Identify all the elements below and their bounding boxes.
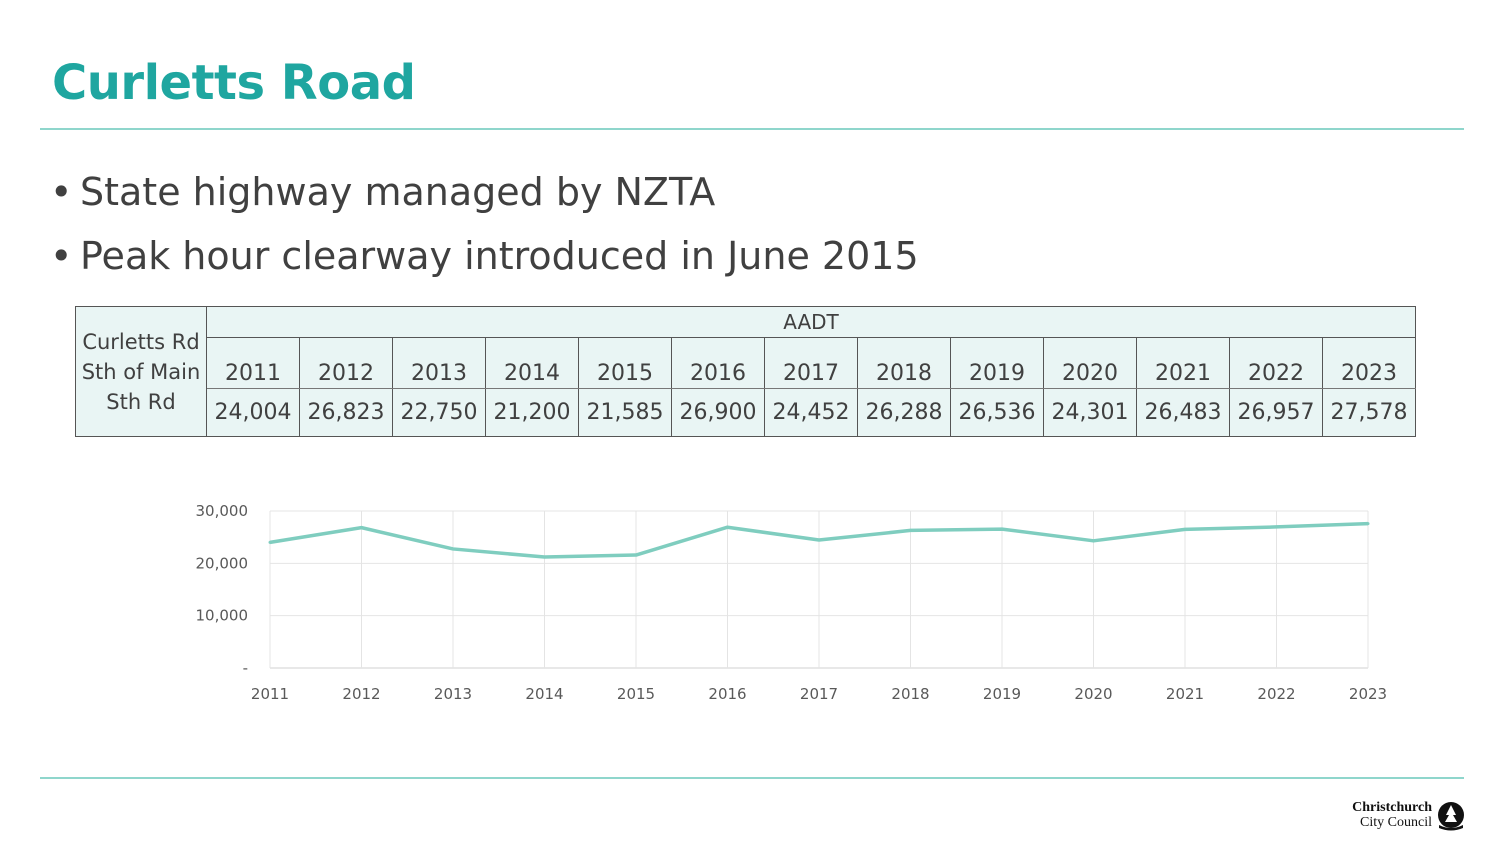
value-row: 24,004 26,823 22,750 21,200 21,585 26,900 24,4… [76,388,1416,437]
year-header-cell: 2021 [1136,337,1230,389]
data-point [543,555,546,559]
y-tick-label: 20,000 [196,554,249,572]
table-header-row: Curletts Rd Sth of Main Sth Rd AADT [75,306,1416,437]
aadt-table: Curletts Rd Sth of Main Sth Rd AADT 2011… [75,306,1416,437]
aadt-value-cell: 26,957 [1229,388,1323,437]
x-tick-label: 2021 [1166,685,1204,703]
data-point [817,538,821,542]
bullet-icon: • [50,234,73,278]
bullet-icon: • [50,170,73,214]
aadt-value-cell: 26,900 [671,388,765,437]
aadt-value-cell: 26,536 [950,388,1044,437]
data-point [1092,539,1095,543]
title-divider [40,128,1464,130]
bullet-item: • Peak hour clearway introduced in June 2… [50,224,919,288]
bullet-item: • State highway managed by NZTA [50,160,919,224]
x-tick-label: 2015 [617,685,655,703]
aadt-value-cell: 26,288 [857,388,951,437]
y-tick-label: - [243,659,248,677]
bullet-text: State highway managed by NZTA [80,170,716,214]
row-label-line: Sth Rd [106,389,176,414]
aadt-value-cell: 21,200 [485,388,579,437]
x-tick-label: 2012 [342,685,380,703]
x-tick-label: 2022 [1257,685,1295,703]
aadt-value-cell: 22,750 [392,388,486,437]
data-point [268,540,272,544]
year-header-cell: 2016 [671,337,765,389]
data-point [1275,525,1278,529]
year-header-cell: 2022 [1229,337,1323,389]
x-tick-label: 2018 [891,685,929,703]
data-point [634,553,638,557]
year-header-cell: 2020 [1043,337,1137,389]
x-tick-label: 2019 [983,685,1021,703]
aadt-value-cell: 24,452 [764,388,858,437]
bullet-list: • State highway managed by NZTA • Peak hou… [50,160,919,288]
tree-icon [1438,802,1464,831]
aadt-value-cell: 26,823 [299,388,393,437]
x-tick-label: 2020 [1074,685,1112,703]
y-tick-label: 10,000 [196,607,249,625]
logo-line1: Christchurch [1352,800,1432,815]
aadt-value-cell: 24,301 [1043,388,1137,437]
year-header-cell: 2018 [857,337,951,389]
x-tick-label: 2013 [434,685,472,703]
data-point [451,547,455,551]
year-header-cell: 2023 [1322,337,1416,389]
year-header-cell: 2013 [392,337,486,389]
page-title: Curletts Road [52,55,416,111]
year-header-cell: 2019 [950,337,1044,389]
aadt-value-cell: 27,578 [1322,388,1416,437]
year-header-cell: 2017 [764,337,858,389]
x-tick-label: 2023 [1349,685,1387,703]
row-label-line: Sth of Main [81,359,201,384]
data-point [726,525,729,529]
x-tick-label: 2014 [525,685,563,703]
data-point [1183,527,1187,531]
row-label-line: Curletts Rd [82,329,200,354]
year-header-cell: 2015 [578,337,672,389]
aadt-value-cell: 21,585 [578,388,672,437]
data-point [1366,522,1370,526]
aadt-line-chart: - 10,000 20,000 30,000 2011 2012 2013 2014 2015 2… [196,502,1388,703]
data-point [909,528,912,532]
y-tick-label: 30,000 [196,502,249,520]
aadt-group-header: AADT [206,306,1416,338]
aadt-value-cell: 26,483 [1136,388,1230,437]
bullet-text: Peak hour clearway introduced in June 20… [80,234,919,278]
aadt-value-cell: 24,004 [206,388,300,437]
year-header-cell: 2012 [299,337,393,389]
council-logo: Christchurch City Council [1340,800,1466,834]
x-tick-label: 2016 [708,685,746,703]
year-header-cell: 2011 [206,337,300,389]
logo-line2: City Council [1360,815,1432,830]
x-tick-label: 2011 [251,685,289,703]
row-label-cell: Curletts Rd Sth of Main Sth Rd [75,306,207,437]
year-header-cell: 2014 [485,337,579,389]
data-point [1000,527,1004,531]
year-header-row: 2011 2012 2013 2014 2015 2016 2017 2018 2019 2020… [76,337,1416,389]
footer-divider [40,777,1464,779]
x-tick-label: 2017 [800,685,838,703]
data-point [360,526,363,530]
